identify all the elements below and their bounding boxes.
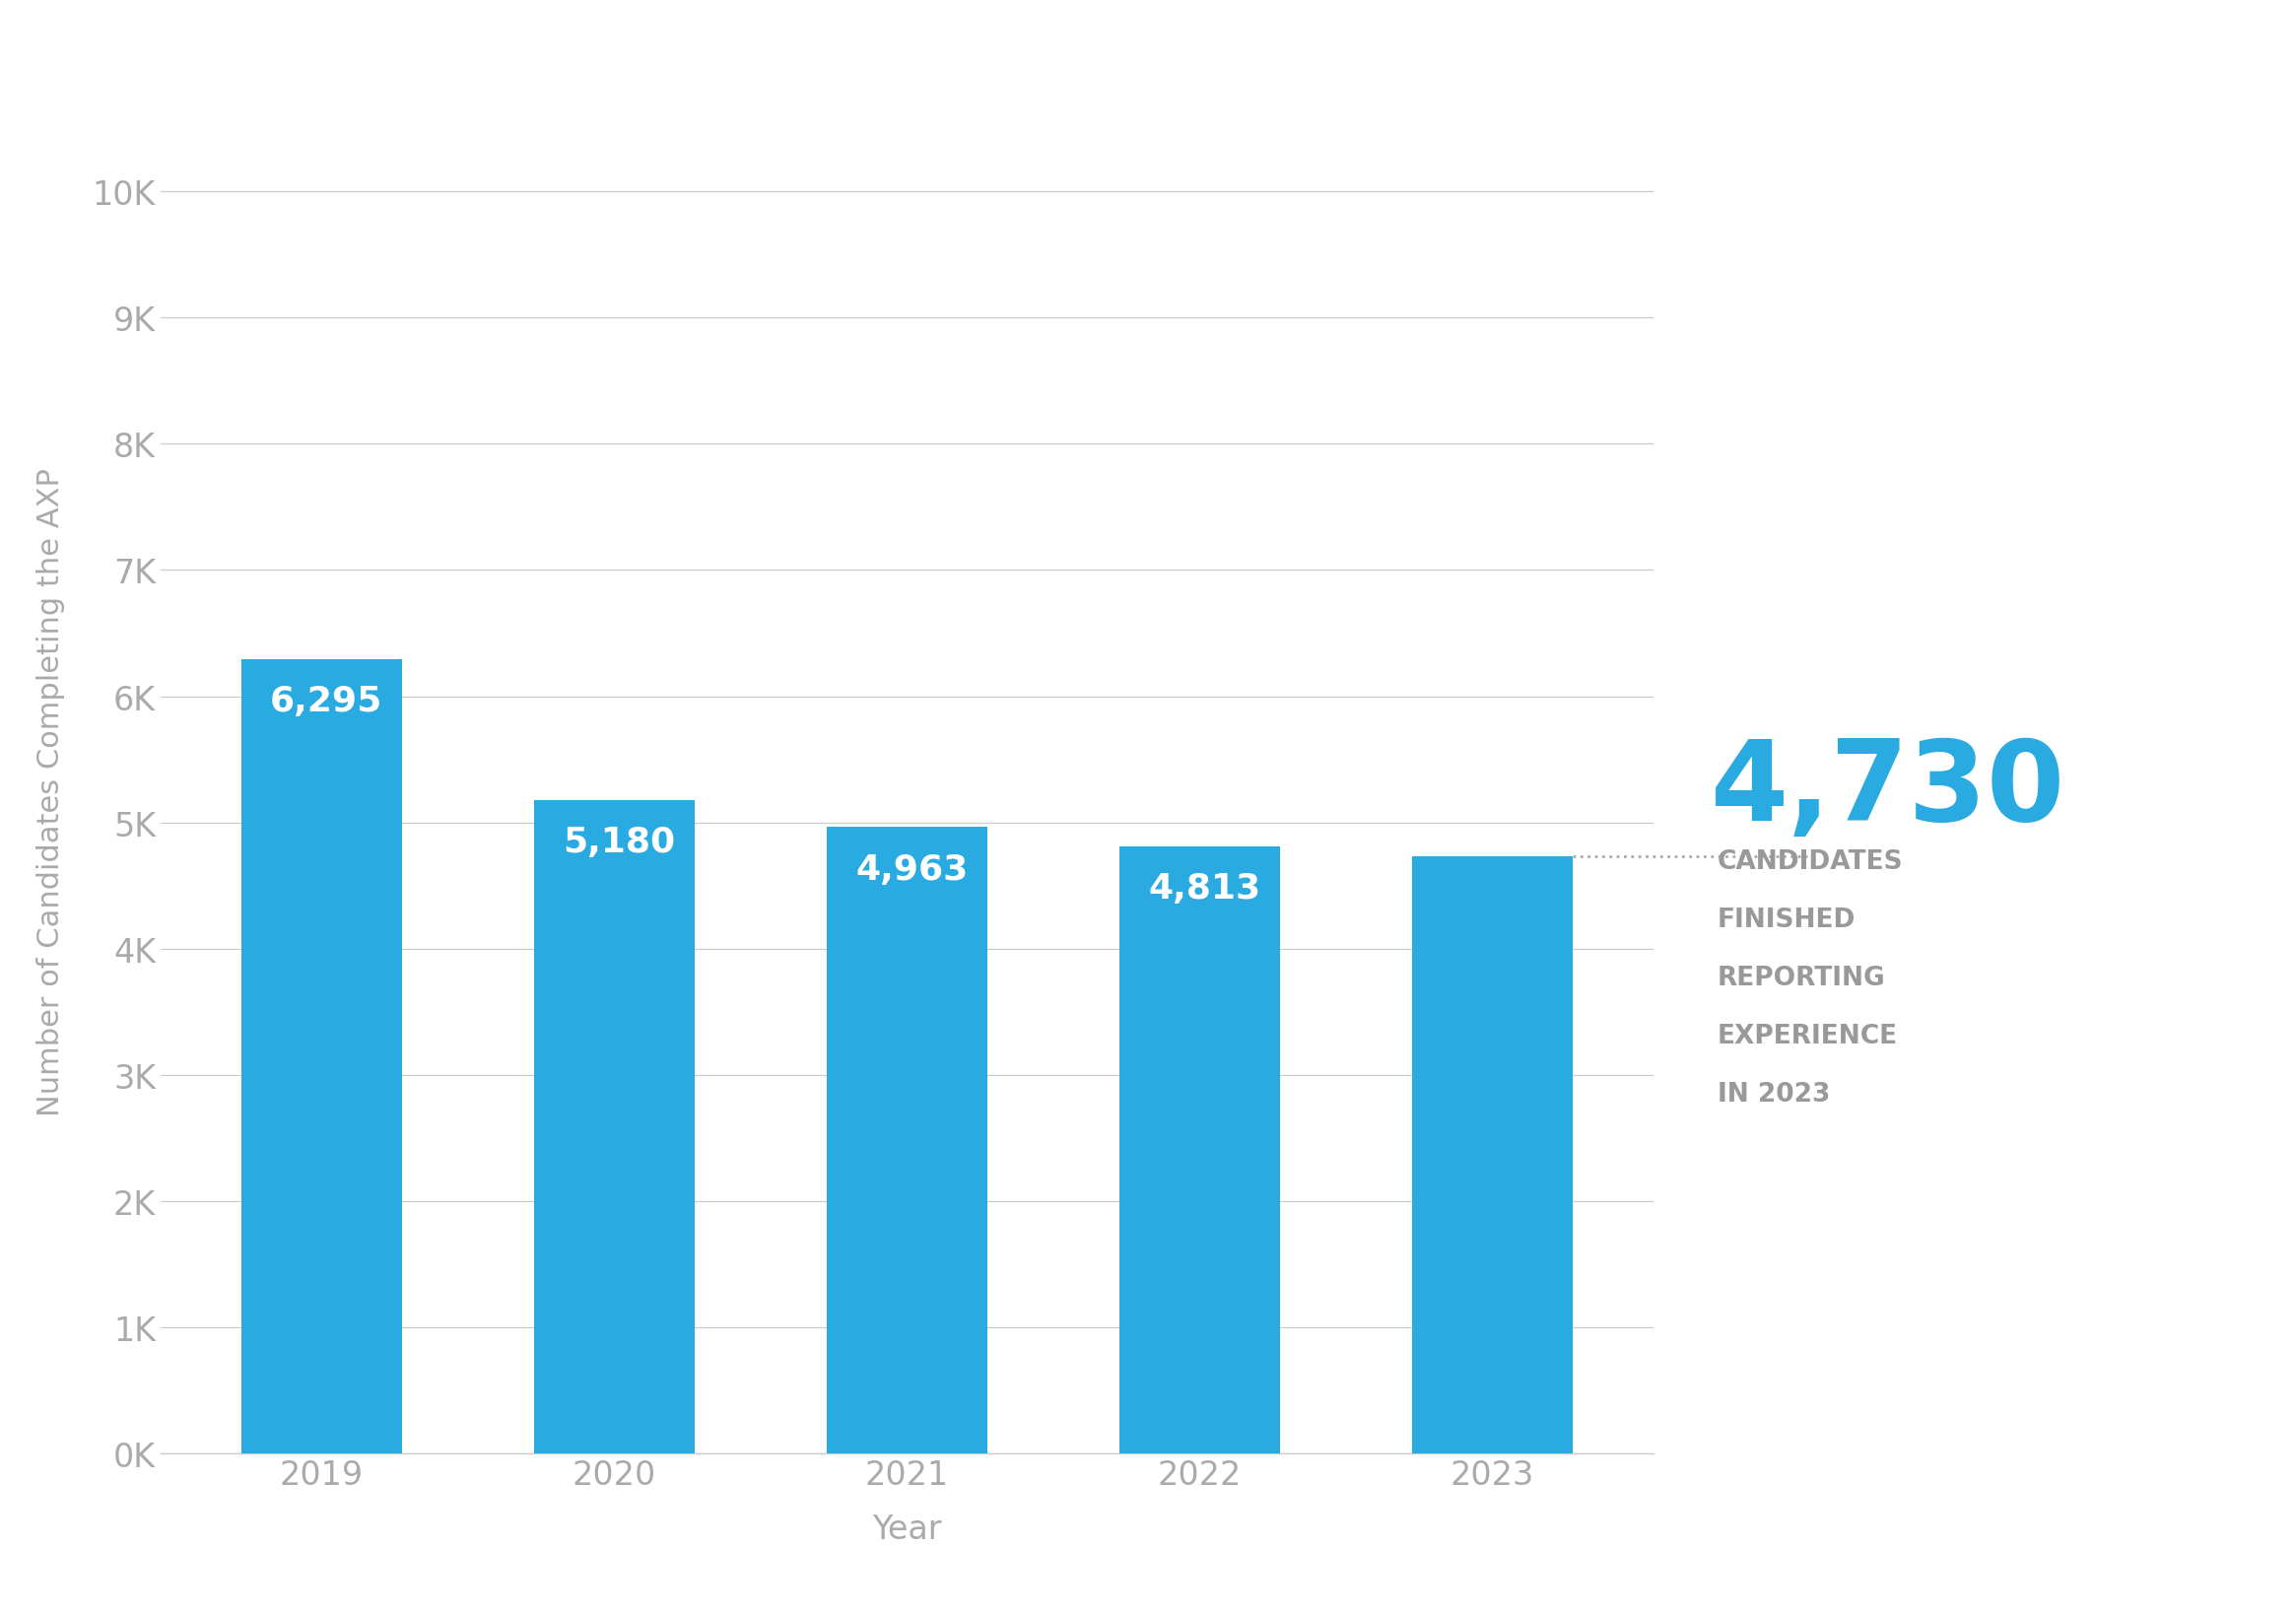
Text: CANDIDATES: CANDIDATES bbox=[1717, 849, 1903, 874]
Y-axis label: Number of Candidates Completing the AXP: Number of Candidates Completing the AXP bbox=[37, 467, 64, 1116]
Text: FINISHED: FINISHED bbox=[1717, 908, 1855, 932]
Text: EXPERIENCE: EXPERIENCE bbox=[1717, 1024, 1899, 1048]
Text: IN 2023: IN 2023 bbox=[1717, 1082, 1830, 1106]
Bar bbox=[1412, 858, 1573, 1454]
Text: 5,180: 5,180 bbox=[563, 825, 675, 859]
Bar bbox=[1118, 846, 1281, 1454]
Text: 4,730: 4,730 bbox=[1711, 735, 2066, 845]
Text: 6,295: 6,295 bbox=[271, 685, 383, 719]
Bar bbox=[827, 827, 987, 1454]
Text: REPORTING: REPORTING bbox=[1717, 966, 1885, 990]
Text: 4,963: 4,963 bbox=[856, 853, 969, 887]
Text: 4,813: 4,813 bbox=[1148, 872, 1261, 904]
Bar bbox=[241, 659, 402, 1454]
X-axis label: Year: Year bbox=[872, 1513, 941, 1546]
Bar bbox=[535, 799, 696, 1454]
